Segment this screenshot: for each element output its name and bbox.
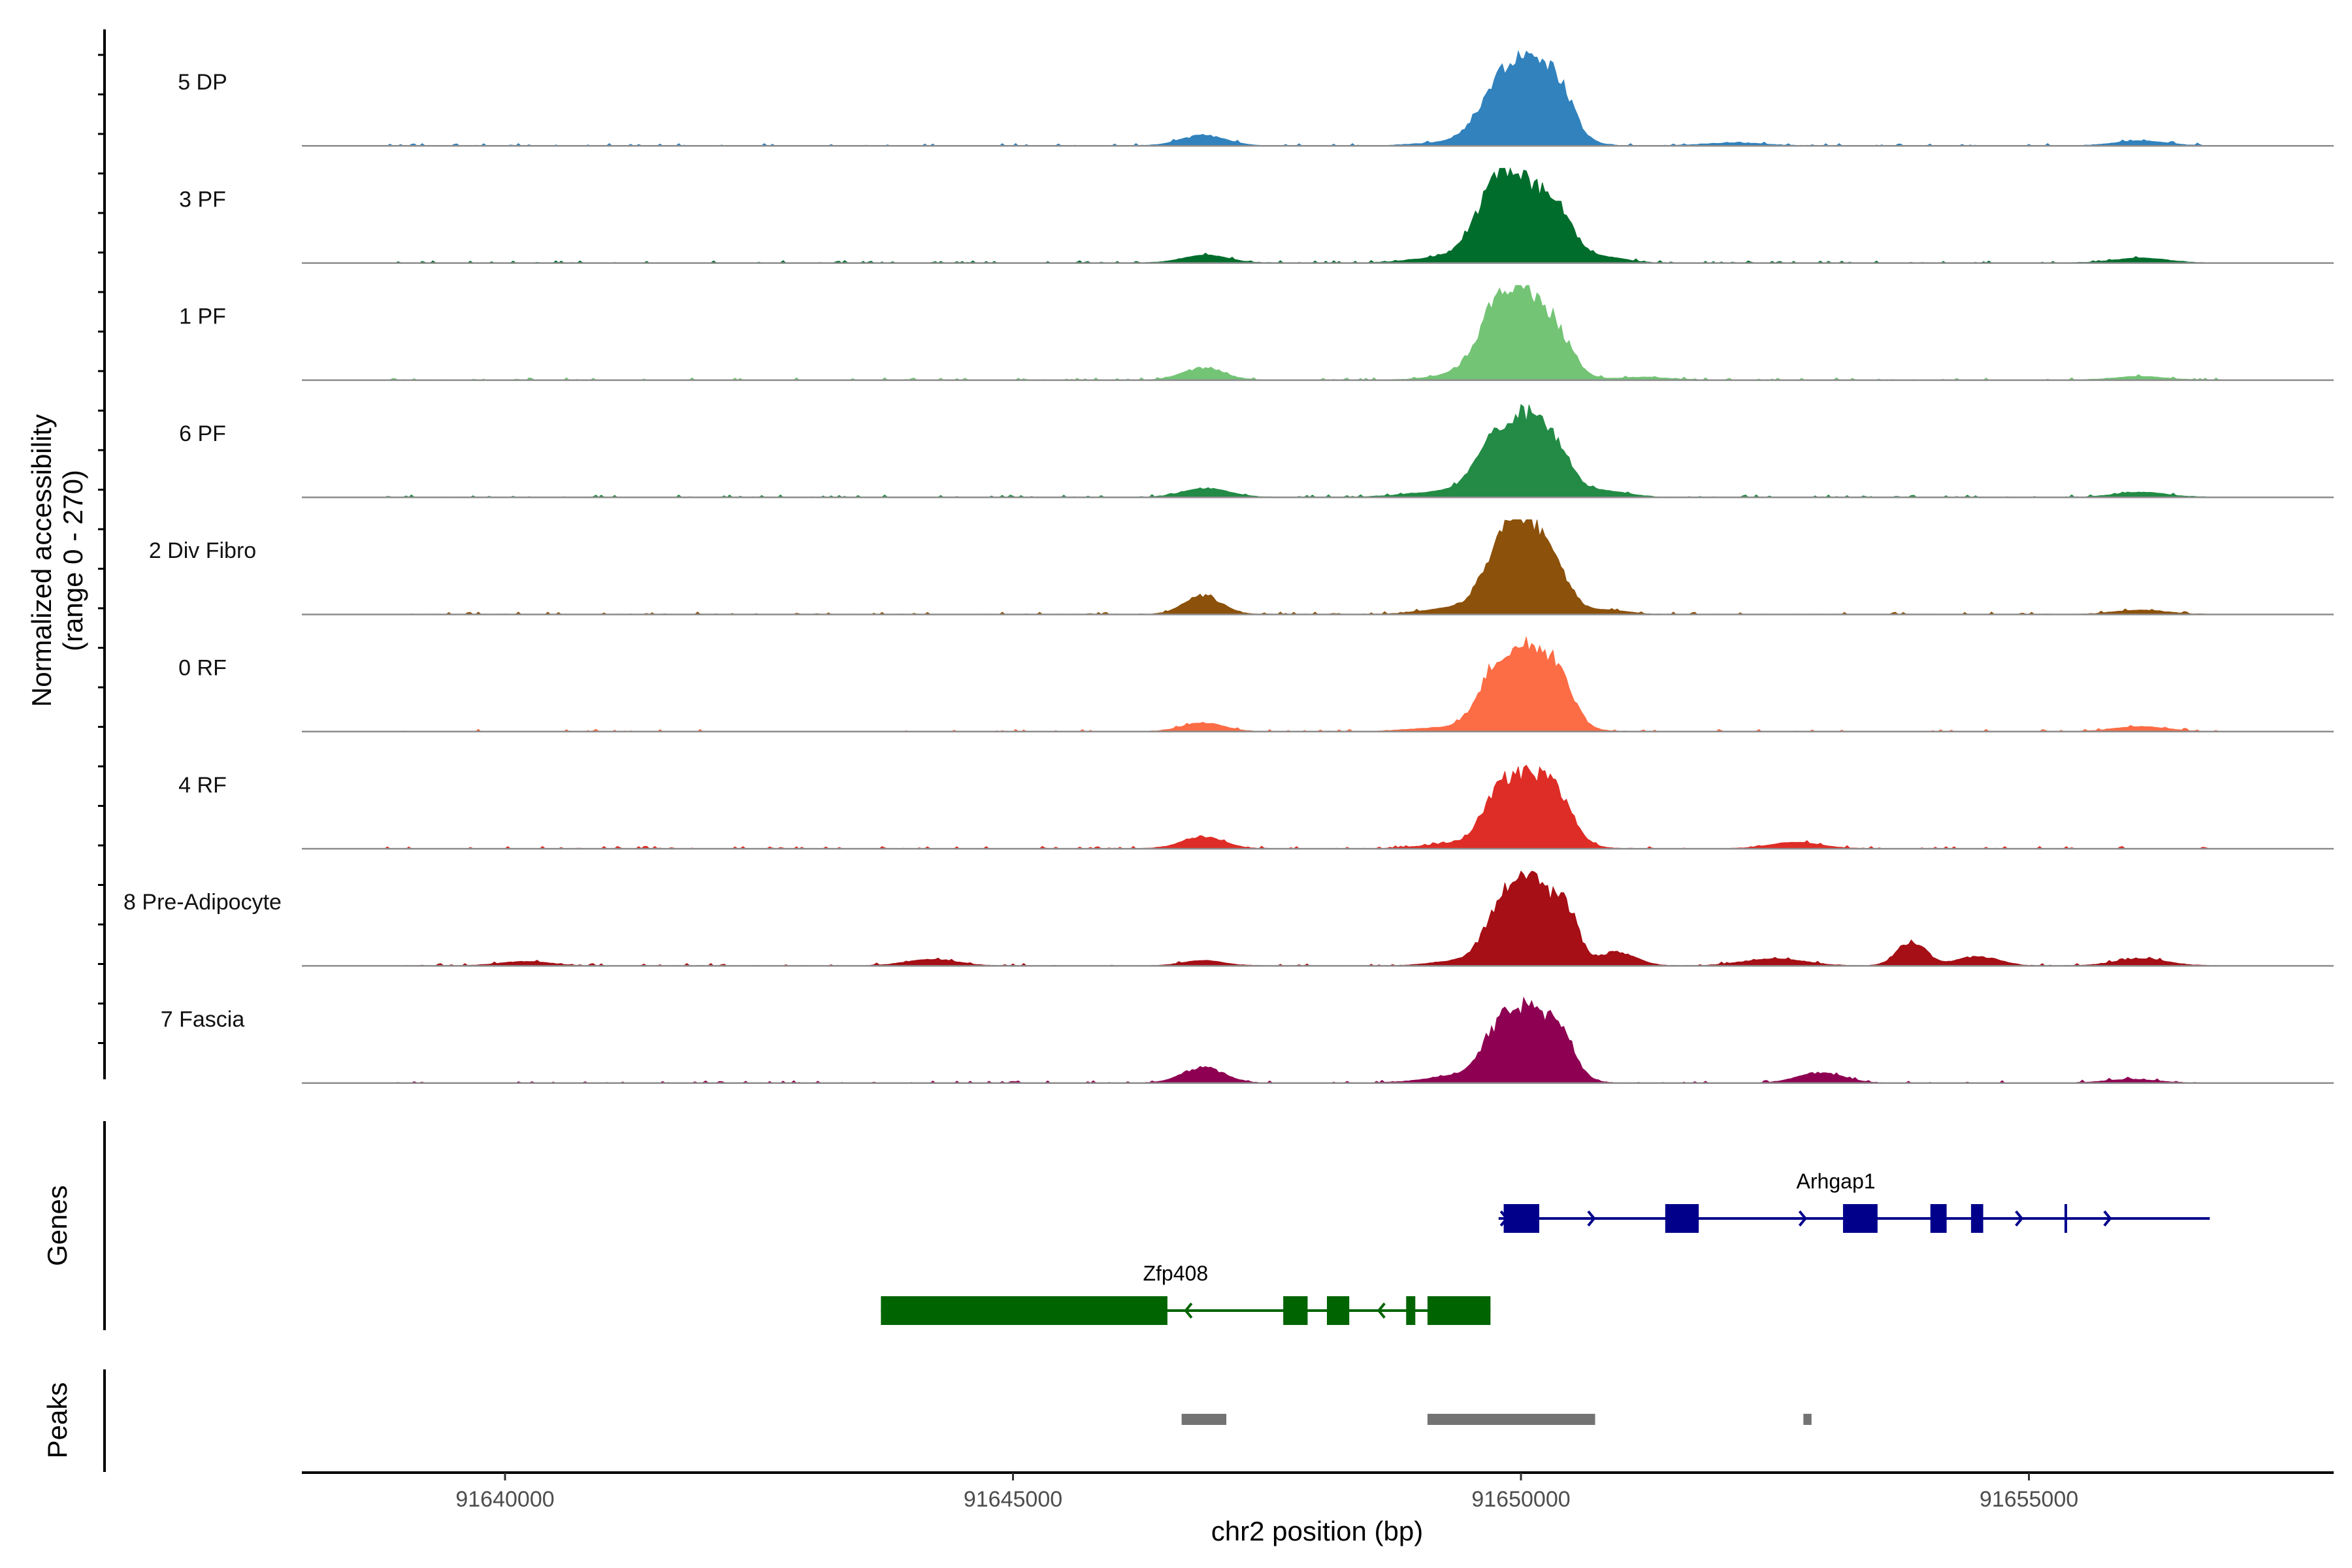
x-tick-label: 91650000 [1471,1487,1570,1512]
strand-arrow [1499,1210,1509,1227]
gene-label: Arhgap1 [1797,1169,1876,1193]
track-6: 0 RF [178,636,2334,733]
x-tick-label: 91655000 [1980,1487,2078,1512]
gene-exon [1283,1296,1308,1325]
track-label: 8 Pre-Adipocyte [123,890,282,915]
peak-region [1427,1414,1595,1425]
gene-exon [1665,1204,1699,1233]
track-label: 4 RF [178,773,227,798]
track-label: 5 DP [178,70,227,95]
track-label: 0 RF [178,656,227,681]
peak-region [1803,1414,1812,1425]
gene-exon [1970,1204,1984,1233]
track-9: 7 Fascia [161,996,2334,1084]
gene-exon [2064,1204,2067,1233]
gene-exon [1930,1204,1947,1233]
strand-arrow [2015,1210,2024,1227]
gene-exon [1503,1204,1539,1233]
y-axis-title: Normalized accessibility [26,414,57,707]
track-label: 2 Div Fibro [149,538,256,563]
gene-zfp408: Zfp408 [881,1262,1491,1325]
track-label: 1 PF [179,304,226,329]
coverage-y-ticks [98,54,105,1044]
x-axis-title: chr2 position (bp) [1211,1516,1424,1546]
track-label: 7 Fascia [161,1007,245,1032]
strand-arrow [1587,1210,1596,1227]
strand-arrow [1184,1302,1193,1319]
track-7: 4 RF [178,764,2334,850]
peak-regions [1181,1414,1812,1425]
gene-exon [881,1296,1168,1325]
peak-region [1181,1414,1227,1425]
track-8: 8 Pre-Adipocyte [123,870,2334,967]
gene-exon [1326,1296,1350,1325]
strand-arrow [1377,1302,1386,1319]
strand-arrow [1798,1210,1807,1227]
gene-exon [1427,1296,1491,1325]
strand-arrow [2103,1210,2112,1227]
gene-label: Zfp408 [1143,1262,1208,1285]
track-2: 3 PF [179,167,2334,264]
x-tick-label: 91645000 [964,1487,1062,1512]
track-4: 6 PF [179,404,2334,498]
gene-exon [1406,1296,1416,1325]
track-1: 5 DP [178,50,2334,147]
track-label: 6 PF [179,421,226,446]
gene-arhgap1: Arhgap1 [1498,1169,2210,1233]
track-5: 2 Div Fibro [149,519,2334,615]
peaks-panel-label: Peaks [42,1382,73,1459]
genes-panel-label: Genes [42,1185,73,1266]
coverage-tracks: 5 DP 3 PF 1 PF 6 PF 2 Div Fibro 0 RF 4 RF 8 Pre… [123,50,2334,1084]
x-tick-label: 91640000 [455,1487,554,1512]
gene-annotations: Arhgap1 Zfp408 [881,1169,2210,1325]
track-label: 3 PF [179,187,226,212]
y-axis-range-label: (range 0 - 270) [57,470,88,651]
gene-exon [1842,1204,1878,1233]
x-axis-ticks: 91640000 91645000 91650000 91655000 [455,1473,2078,1512]
track-3: 1 PF [179,285,2334,382]
